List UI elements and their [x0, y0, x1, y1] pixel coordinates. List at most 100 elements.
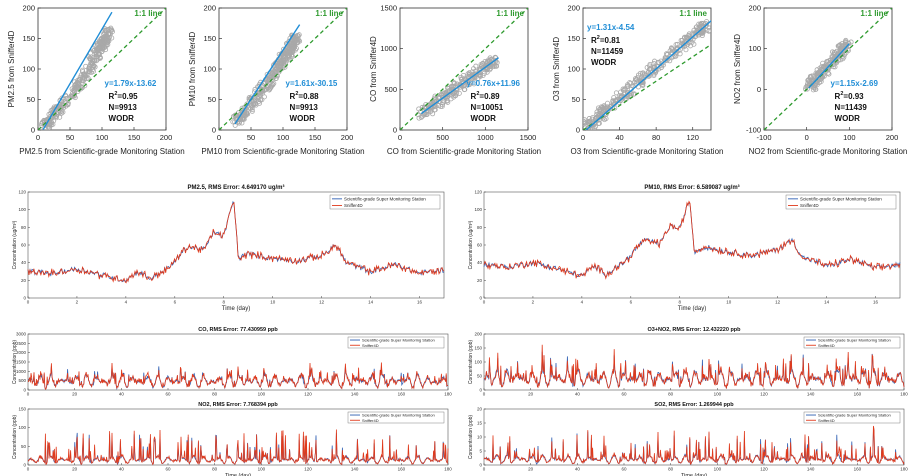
- data-point: [621, 94, 627, 100]
- y-axis-label: O3 from Sniffer4D: [552, 37, 561, 102]
- scatter-panel-no2: -100 0 100 200 -100 0 100 200 1:1 line y=1.15x-2.…: [726, 0, 908, 170]
- y-axis-label: CO from Sniffer4D: [369, 36, 378, 102]
- data-point: [256, 90, 262, 96]
- data-point: [463, 78, 469, 84]
- series-line-sniffer4d: [27, 429, 449, 466]
- x-tick-label: 40: [575, 467, 581, 472]
- scatter-panel-co: 0 500 1000 1500 0 500 1000 1500 1:1 line y=0.76x+…: [362, 0, 542, 170]
- r-squared-value: =0.88: [298, 92, 319, 101]
- data-point: [441, 98, 447, 104]
- sample-count: N=10051: [471, 103, 504, 112]
- scatter-chart-pm10: 0 50 100 150 200 0 50 100 150 200 1:1 line y=1.61x-…: [188, 4, 365, 157]
- data-point: [685, 42, 691, 48]
- legend-box: [347, 411, 445, 424]
- x-tick-label: 12: [319, 300, 325, 305]
- sample-count: N=11459: [591, 47, 624, 56]
- fit-equation: y=0.76x+11.96: [467, 79, 521, 88]
- data-point: [494, 60, 500, 66]
- r-squared-sup: 2: [295, 91, 298, 97]
- data-point: [53, 104, 59, 110]
- scatter-panel-pm10: 0 50 100 150 200 0 50 100 150 200 1:1 line y=1.61x-…: [181, 0, 365, 170]
- timeseries-panel-pm10: PM10, RMS Error: 6.589087 ug/m³ 0 2 4 6 8 10 12…: [456, 178, 908, 318]
- r-squared: R2=0.88: [290, 91, 320, 101]
- x-tick-label: 120: [304, 467, 312, 472]
- scatter-chart-pm25: 0 50 100 150 200 0 50 100 150 200 1:1 line y=1.79x-…: [7, 4, 185, 157]
- x-tick-label: 60: [621, 392, 627, 397]
- x-tick-label: 80: [652, 133, 660, 142]
- x-tick-label: 100: [258, 392, 266, 397]
- data-point: [829, 49, 835, 55]
- data-point: [95, 46, 101, 52]
- legend-label-reference: Scientific-grade Super Monitoring Statio…: [362, 413, 435, 418]
- y-tick-label: 100: [203, 65, 216, 74]
- data-point: [839, 41, 845, 47]
- data-point: [270, 81, 276, 87]
- y-tick-label: 100: [18, 207, 26, 212]
- y-tick-label: 40: [21, 260, 27, 265]
- scatter-chart-o3: 0 40 80 120 0 50 100 150 200 1:1 line y=1.31x-4.54…: [552, 4, 723, 157]
- x-tick-label: 140: [351, 467, 359, 472]
- x-tick-label: 180: [444, 467, 452, 472]
- data-point: [627, 80, 633, 86]
- x-tick-label: 14: [824, 300, 830, 305]
- x-axis-label: Time (day): [678, 306, 706, 312]
- data-point: [660, 60, 666, 66]
- y-tick-label: 60: [477, 243, 483, 248]
- data-point: [647, 61, 653, 67]
- x-tick-label: 0: [805, 133, 809, 142]
- data-point: [60, 109, 66, 115]
- x-tick-label: 16: [417, 300, 423, 305]
- data-point: [632, 79, 638, 85]
- data-point: [103, 28, 109, 34]
- r-squared: R2=0.89: [471, 91, 501, 101]
- data-point: [621, 88, 627, 94]
- scatter-chart-no2: -100 0 100 200 -100 0 100 200 1:1 line y=1.15x-2.…: [733, 4, 908, 157]
- fit-line: [420, 57, 499, 115]
- data-point: [645, 69, 651, 75]
- series-line-sniffer4d: [27, 201, 445, 284]
- x-tick-label: 40: [575, 392, 581, 397]
- y-tick-label: 200: [567, 4, 580, 13]
- data-point: [106, 34, 112, 40]
- x-tick-label: 60: [165, 392, 171, 397]
- x-axis-label: NO2 from Scientific-grade Monitoring Sta…: [749, 147, 908, 156]
- series-line-sniffer4d: [27, 362, 449, 390]
- legend-box: [347, 336, 445, 349]
- chart-title: PM10, RMS Error: 6.589087 ug/m³: [644, 184, 739, 191]
- x-tick-label: 100: [714, 392, 722, 397]
- y-tick-label: 20: [477, 278, 483, 283]
- data-point: [696, 21, 702, 27]
- data-point: [38, 127, 44, 130]
- data-point: [687, 43, 693, 49]
- data-point: [583, 122, 585, 128]
- identity-line: [400, 8, 528, 130]
- fit-equation: y=1.15x-2.69: [831, 79, 879, 88]
- x-tick-label: 16: [873, 300, 879, 305]
- y-axis-label: Concentration (ppb): [468, 340, 474, 385]
- r-squared-sup: 2: [597, 35, 600, 41]
- y-tick-label: 0: [31, 126, 35, 135]
- x-tick-label: 100: [96, 133, 109, 142]
- fit-method: WODR: [471, 114, 497, 123]
- data-point: [278, 58, 284, 64]
- data-point: [812, 82, 818, 88]
- data-point: [598, 106, 604, 112]
- legend-label-sniffer4d: Sniffer4D: [362, 343, 379, 348]
- identity-label: 1:1 line: [679, 9, 707, 18]
- legend-label-sniffer4d: Sniffer4D: [818, 418, 835, 423]
- x-tick-label: 100: [843, 133, 856, 142]
- data-point: [830, 64, 836, 70]
- data-point: [57, 114, 63, 120]
- y-tick-label: 20: [21, 278, 27, 283]
- y-tick-label: 0: [479, 388, 482, 393]
- data-point: [233, 115, 239, 121]
- sample-count: N=9913: [290, 103, 319, 112]
- data-point: [628, 91, 634, 97]
- scatter-points: [583, 19, 711, 130]
- x-tick-label: 500: [436, 133, 449, 142]
- chart-title: SO2, RMS Error: 1.269944 ppb: [654, 402, 734, 408]
- data-point: [287, 53, 293, 59]
- data-point: [639, 79, 645, 85]
- data-point: [460, 72, 466, 78]
- x-tick-label: 0: [217, 133, 221, 142]
